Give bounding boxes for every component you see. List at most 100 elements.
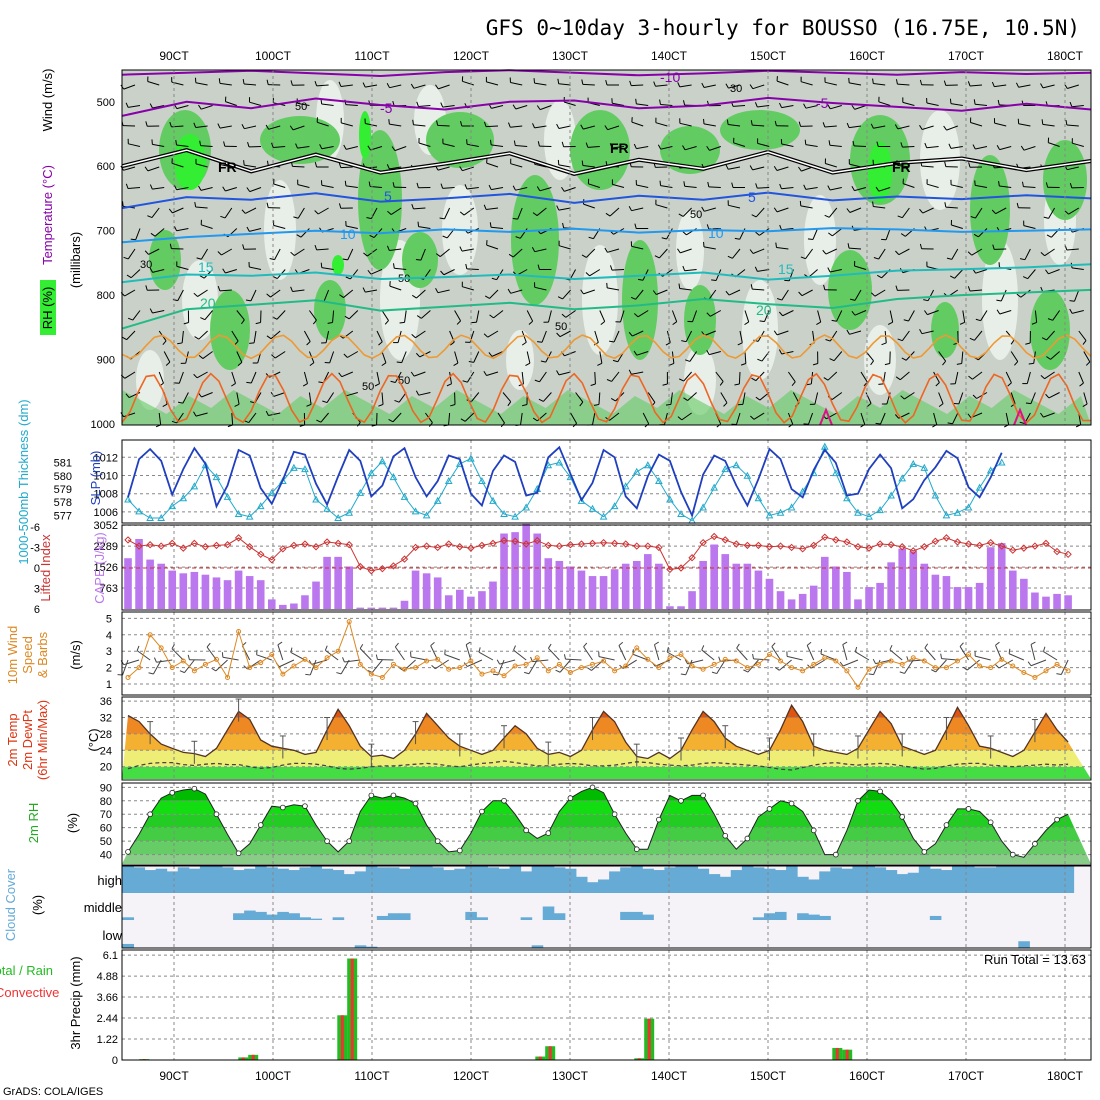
wind-barb-flag	[1016, 293, 1022, 298]
wind-barb	[466, 143, 479, 147]
lifted-index-point	[633, 542, 641, 550]
wind-barb-flag	[923, 299, 929, 302]
wind-barb-flag	[1040, 412, 1044, 418]
temperature-contour-35	[1013, 407, 1027, 426]
wind-barb	[464, 412, 475, 422]
wind-barb-flag	[680, 673, 686, 676]
wind-barb-flag	[919, 329, 923, 334]
wind-barb-flag	[179, 670, 185, 674]
wind-barb	[181, 330, 184, 343]
wind-barb	[418, 142, 431, 147]
wind-barb-flag	[755, 183, 758, 189]
wind-barb-flag	[343, 353, 348, 358]
lifted-index-point	[533, 536, 541, 545]
wind-barb	[1067, 84, 1079, 89]
lifted-index-point	[544, 541, 552, 550]
panel-frame	[121, 524, 1092, 611]
x-axis-labels: 90CT90CT100CT100CT110CT110CT120CT120CT13…	[159, 49, 1083, 1083]
wind-barb	[273, 183, 286, 188]
wind-barb-flag	[806, 641, 812, 646]
rh-dry-area	[264, 180, 296, 280]
wind-barb-flag	[211, 667, 217, 672]
wind-barb	[204, 310, 213, 321]
wind-barb-flag	[750, 120, 753, 126]
wind-speed-point	[999, 656, 1005, 662]
lifted-index-point	[732, 540, 741, 548]
wind-barb	[541, 330, 547, 343]
wind-barb-flag	[217, 251, 222, 256]
wind-barb	[1030, 644, 1036, 661]
cape-bar	[743, 563, 752, 609]
wind-barb	[704, 330, 716, 336]
wind-barb-flag	[314, 80, 318, 86]
wind-barb-flag	[368, 181, 371, 187]
cape-bar	[986, 547, 995, 609]
wind-barb-flag	[199, 275, 205, 279]
wind-barb	[389, 166, 402, 170]
temperature-contour	[121, 69, 1092, 78]
wind-barb	[340, 659, 350, 675]
wind-barb-flag	[872, 78, 874, 84]
wind-barb	[486, 371, 499, 376]
wind-barb-flag	[681, 340, 687, 343]
wind-barb-flag	[903, 319, 909, 322]
wind-barb-flag	[435, 84, 439, 90]
wind-speed-point	[877, 661, 883, 667]
x-tick-label-top: 150CT	[750, 49, 787, 63]
wind-barb-flag	[234, 340, 239, 346]
wind-barb	[752, 288, 765, 291]
wind-barb-flag	[665, 403, 672, 406]
wind-barb-flag	[1064, 210, 1069, 215]
cape-bar	[411, 570, 420, 609]
wind-barb	[1066, 124, 1079, 127]
wind-barb	[437, 166, 450, 171]
wind-barb-flag	[431, 664, 436, 670]
pressure-tick-label: 1000	[91, 419, 115, 431]
wind-barb	[515, 187, 528, 191]
wind-barb-flag	[525, 362, 531, 366]
rh-dry-area	[582, 245, 618, 355]
wind-barb	[636, 103, 649, 106]
wind-barb-flag	[628, 369, 632, 375]
wind-speed-point	[977, 663, 983, 669]
cape-bar	[212, 577, 221, 609]
lifted-index-point	[754, 541, 763, 550]
wind-barb	[961, 351, 964, 364]
wind-barb-flag	[873, 257, 879, 260]
wind-speed-point	[457, 665, 463, 671]
wind-barb	[598, 656, 615, 661]
cloud-cell	[631, 866, 643, 893]
wind-barb	[135, 228, 141, 240]
lifted-index-point	[710, 532, 718, 541]
rh-tick-label: 70	[100, 809, 112, 821]
lifted-index-point	[986, 538, 995, 547]
wind-barb	[521, 330, 527, 343]
wind-barb-flag	[193, 411, 197, 417]
wind-barb-flag	[362, 287, 366, 293]
cloud-cell	[122, 943, 135, 948]
wind-barb	[1042, 123, 1055, 127]
panel-frame	[121, 696, 1092, 781]
temperature-contour-label: FR	[610, 140, 629, 156]
wind-speed-point	[910, 655, 916, 661]
wind-barb	[805, 248, 814, 260]
wind-barb	[801, 289, 813, 297]
wind-barb	[394, 146, 407, 152]
wind-barb-flag	[588, 236, 594, 240]
rh-point	[987, 819, 994, 826]
wind-barb	[156, 659, 173, 663]
wind-barb-flag	[629, 80, 632, 86]
wind-barb-flag	[812, 363, 818, 366]
wind-barb-flag	[798, 166, 802, 172]
cape-bar	[400, 600, 409, 609]
lifted-index-point	[500, 536, 508, 545]
temperature-contour	[121, 191, 1092, 210]
wind-barb	[854, 187, 867, 192]
wind-barb-flag	[967, 251, 973, 256]
wind-barb-flag	[234, 403, 240, 407]
wind-barb	[687, 659, 704, 665]
cloud-cell	[797, 876, 809, 893]
chart-title: GFS 0~10day 3-hourly for BOUSSO (16.75E,…	[486, 16, 1080, 40]
wind-barb	[622, 659, 638, 669]
wind-barb-flag	[478, 647, 481, 653]
